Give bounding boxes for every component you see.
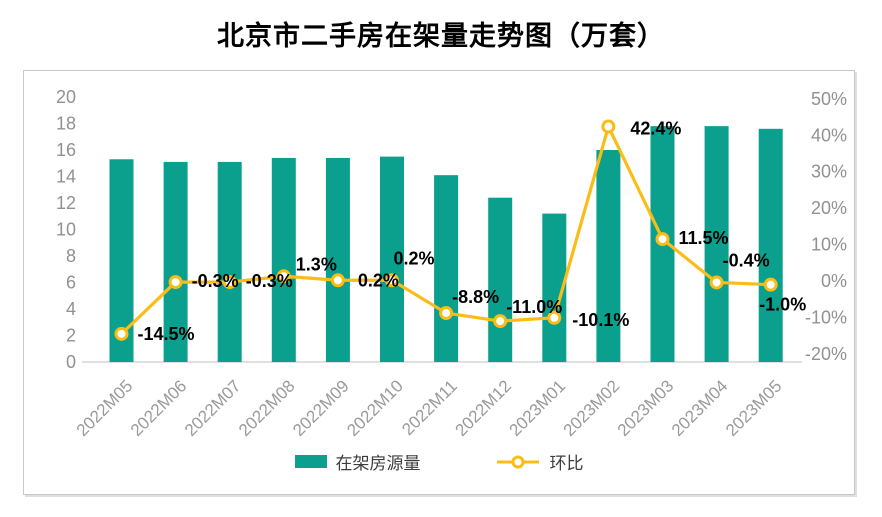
category-label: 2022M11 <box>398 376 461 439</box>
line-data-label: -0.4% <box>723 250 770 270</box>
category-label: 2022M08 <box>235 376 299 440</box>
bar-2022M06[interactable] <box>163 161 188 362</box>
line-series-label: 环比 <box>549 454 584 473</box>
line-data-label: 11.5% <box>679 228 729 248</box>
line-data-label: -1.0% <box>759 295 806 315</box>
line-data-label: -14.5% <box>138 324 195 344</box>
left-axis-tick: 16 <box>56 140 76 160</box>
line-data-label: -0.3% <box>246 271 293 291</box>
category-label: 2023M04 <box>668 376 732 440</box>
category-label: 2023M01 <box>506 376 570 440</box>
category-label: 2023M05 <box>722 376 786 440</box>
left-axis-tick: 20 <box>56 87 76 107</box>
legend-item-bar-series[interactable]: 在架房源量 <box>294 449 421 474</box>
line-data-label: -11.0% <box>506 297 562 317</box>
category-label: 2023M02 <box>560 376 624 440</box>
line-point-2022M10[interactable] <box>385 273 399 288</box>
category-label: 2022M12 <box>451 376 515 440</box>
line-point-2022M08[interactable] <box>276 269 291 284</box>
category-label: 2022M10 <box>343 376 407 440</box>
left-axis-tick: 18 <box>56 114 76 134</box>
right-axis-tick: -20% <box>805 344 847 364</box>
left-axis-tick: 12 <box>56 193 76 213</box>
line-point-2022M09[interactable] <box>330 273 345 288</box>
bar-2023M04[interactable] <box>704 126 729 363</box>
line-data-label: 1.3% <box>296 254 337 274</box>
bar-2022M08[interactable] <box>271 157 296 362</box>
left-axis-tick: 4 <box>66 299 76 319</box>
right-axis-tick: 0% <box>821 271 847 291</box>
line-point-2023M04[interactable] <box>709 275 724 290</box>
bar-2022M09[interactable] <box>325 157 350 362</box>
right-axis-tick: 30% <box>811 162 847 182</box>
left-axis-tick: 10 <box>56 220 76 240</box>
bar-2022M10[interactable] <box>380 156 404 362</box>
chart-title: 北京市二手房在架量走势图（万套） <box>217 21 665 51</box>
line-series-swatch <box>496 455 539 468</box>
line-point-2022M06[interactable] <box>168 275 183 290</box>
category-label: 2023M03 <box>614 376 678 440</box>
category-label: 2022M06 <box>127 376 191 440</box>
line-data-label: -8.8% <box>452 287 499 307</box>
line-point-2023M05[interactable] <box>763 277 778 292</box>
bar-series-swatch <box>294 455 327 468</box>
line-point-2022M11[interactable] <box>439 306 454 321</box>
right-axis-tick: 40% <box>811 125 847 145</box>
line-point-2022M05[interactable] <box>114 326 129 341</box>
left-axis-tick: 0 <box>66 352 76 372</box>
legend-item-line-series[interactable]: 环比 <box>495 449 584 474</box>
left-axis-tick: 8 <box>66 246 76 266</box>
line-data-label: 42.4% <box>630 119 681 139</box>
line-data-label: 0.2% <box>393 248 434 268</box>
bar-2023M05[interactable] <box>758 128 783 362</box>
left-axis-tick: 14 <box>56 167 76 187</box>
left-axis-tick: 6 <box>66 273 76 293</box>
right-axis-tick: 20% <box>811 198 847 218</box>
left-axis-tick: 2 <box>66 326 76 346</box>
category-label: 2022M09 <box>289 376 353 440</box>
combo-chart-plot: 2018161412108642050%40%30%20%10%0%-10%-2… <box>56 87 847 440</box>
line-data-label: 0.2% <box>358 270 399 290</box>
category-label: 2022M05 <box>73 376 137 440</box>
legend: 在架房源量 环比 <box>24 449 854 474</box>
line-point-2023M03[interactable] <box>655 232 670 247</box>
bar-2022M07[interactable] <box>217 161 242 362</box>
right-axis-tick: -10% <box>805 307 847 327</box>
line-data-label: -10.1% <box>572 310 629 330</box>
right-axis-tick: 10% <box>811 235 847 255</box>
bar-2023M02[interactable] <box>596 150 621 362</box>
line-data-label: -0.3% <box>192 271 239 291</box>
line-point-2023M01[interactable] <box>547 310 562 325</box>
bar-series-label: 在架房源量 <box>335 454 421 473</box>
bar-2022M11[interactable] <box>434 175 459 362</box>
chart-card: 20 18 16 14 12 10 8 6 4 2 0 50% 40% 30% 20% 10% 0% -10% -2… <box>23 70 855 495</box>
line-point-2023M02[interactable] <box>601 119 616 134</box>
category-label: 2022M07 <box>181 376 245 440</box>
line-point-2022M07[interactable] <box>222 275 237 290</box>
right-axis-tick: 50% <box>811 89 847 109</box>
line-point-2022M12[interactable] <box>493 314 508 329</box>
bar-2022M12[interactable] <box>488 197 513 362</box>
